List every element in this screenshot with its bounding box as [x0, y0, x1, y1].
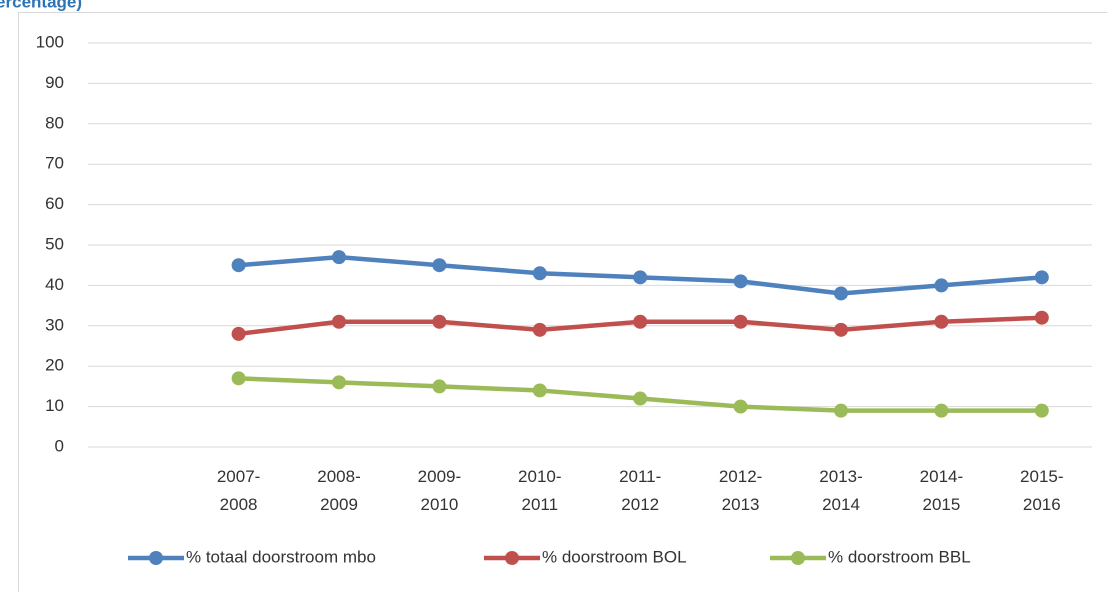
data-point: [934, 278, 949, 293]
data-point: [231, 258, 246, 273]
legend-label: % doorstroom BBL: [828, 547, 971, 566]
data-point: [332, 375, 346, 390]
data-point: [733, 314, 748, 329]
x-tick-label: 2014- 2015: [920, 467, 963, 514]
y-tick-label: 80: [45, 113, 64, 132]
x-tick-label-line: 2012-: [719, 467, 762, 486]
x-tick-label-line: 2014: [822, 495, 860, 514]
x-tick-label: 2010- 2011: [518, 467, 561, 514]
x-tick-label-line: 2014-: [920, 467, 963, 486]
data-point: [633, 314, 648, 329]
data-point: [934, 403, 949, 418]
data-point: [834, 322, 848, 337]
data-point: [231, 371, 246, 386]
data-point: [532, 383, 547, 398]
x-tick-label-line: 2010-: [518, 467, 561, 486]
data-point: [1034, 403, 1049, 418]
x-tick-label-line: 2015-: [1020, 467, 1063, 486]
x-tick-label: 2012- 2013: [719, 467, 762, 514]
x-tick-label-line: 2016: [1023, 495, 1061, 514]
data-point: [432, 314, 447, 329]
y-tick-label: 50: [45, 234, 64, 253]
x-tick-label-line: 2009: [320, 495, 358, 514]
x-tick-label-line: 2007-: [217, 467, 260, 486]
x-tick-label-line: 2008-: [317, 467, 360, 486]
y-tick-label: 90: [45, 73, 64, 92]
data-point: [432, 379, 447, 394]
x-tick-label: 2007- 2008: [217, 467, 260, 514]
data-point: [1034, 270, 1049, 285]
chart-title: (percentage): [0, 0, 82, 11]
x-tick-label-line: 2013-: [819, 467, 862, 486]
data-point: [332, 250, 346, 265]
data-point: [934, 314, 949, 329]
x-tick-label-line: 2011-: [619, 467, 661, 486]
legend-marker: [505, 551, 519, 565]
y-tick-label: 60: [45, 194, 64, 213]
data-point: [633, 270, 648, 285]
x-tick-label-line: 2011: [522, 495, 559, 514]
legend-marker: [791, 551, 805, 565]
y-tick-label: 0: [55, 436, 64, 455]
data-point: [733, 399, 748, 414]
data-point: [733, 274, 748, 289]
x-tick-label: 2013- 2014: [819, 467, 862, 514]
y-tick-label: 100: [36, 32, 64, 51]
y-tick-label: 30: [45, 315, 64, 334]
x-tick-label: 2008- 2009: [317, 467, 360, 514]
x-tick-label: 2011- 2012: [619, 467, 661, 514]
data-point: [1034, 310, 1049, 325]
y-tick-label: 20: [45, 356, 64, 375]
y-tick-label: 70: [45, 154, 64, 173]
x-tick-label-line: 2013: [722, 495, 760, 514]
y-tick-label: 10: [45, 396, 64, 415]
x-tick-label-line: 2010: [420, 495, 458, 514]
x-tick-label: 2009- 2010: [418, 467, 461, 514]
x-tick-label-line: 2008: [220, 495, 258, 514]
y-tick-label: 40: [45, 275, 64, 294]
x-tick-label-line: 2009-: [418, 467, 461, 486]
legend-label: % totaal doorstroom mbo: [186, 547, 376, 566]
data-point: [633, 391, 648, 406]
data-point: [532, 322, 547, 337]
x-tick-label: 2015- 2016: [1020, 467, 1063, 514]
data-point: [332, 314, 346, 329]
legend-label: % doorstroom BOL: [542, 547, 687, 566]
data-point: [834, 286, 848, 301]
data-point: [432, 258, 447, 273]
data-point: [834, 403, 848, 418]
x-tick-label-line: 2015: [922, 495, 960, 514]
chart-frame: [18, 12, 1107, 592]
x-tick-label-line: 2012: [621, 495, 659, 514]
legend-marker: [149, 551, 163, 565]
data-point: [231, 326, 246, 341]
data-point: [532, 266, 547, 281]
